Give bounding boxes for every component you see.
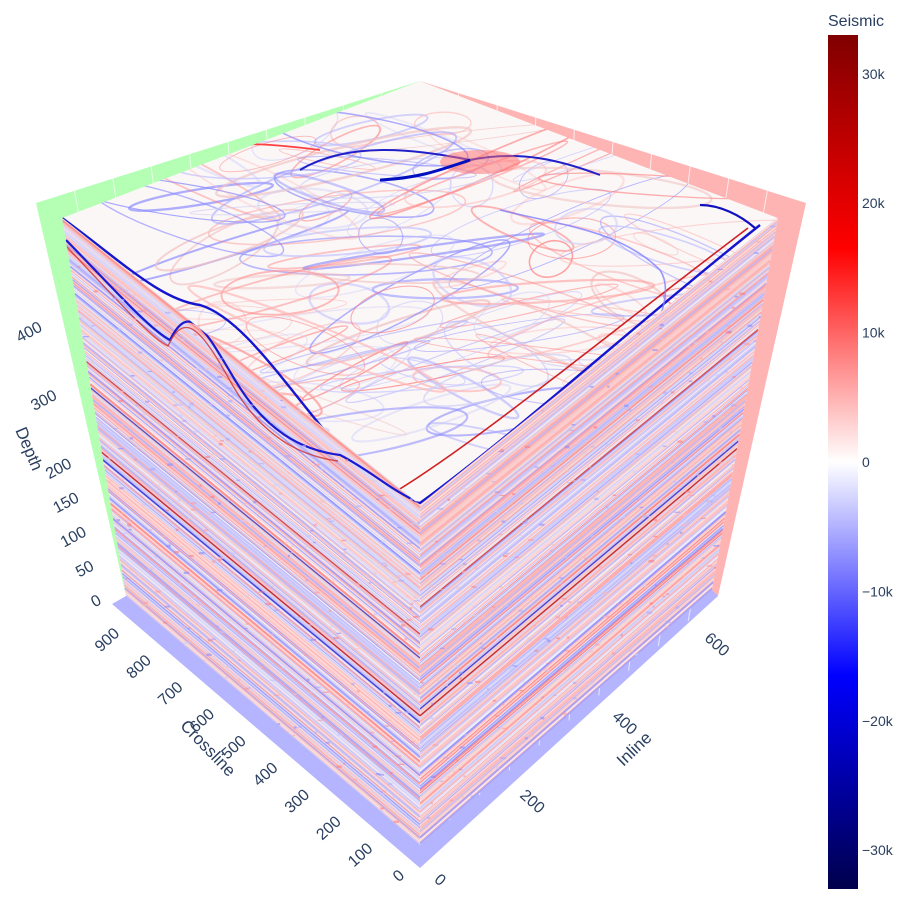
cube-face-right (420, 218, 778, 845)
depth-tick-label: 50 (73, 558, 97, 581)
colorbar-tick-label: −10k (862, 583, 894, 599)
depth-tick-label: 100 (58, 524, 90, 552)
colorbar-tick-label: 30k (862, 66, 886, 82)
colorbar: Seismic 30k 20k 10k 0 −10k −20k −30k (828, 13, 894, 889)
depth-tick-label: 300 (28, 387, 60, 415)
crossline-tick-label: 800 (124, 652, 155, 683)
inline-tick-label: 0 (431, 871, 449, 890)
colorbar-tick-label: 20k (862, 195, 886, 211)
crossline-tick-label: 300 (282, 786, 313, 817)
colorbar-tick-label: −20k (862, 713, 894, 729)
depth-tick-label: 200 (43, 455, 75, 483)
depth-tick-label: 0 (88, 592, 104, 611)
colorbar-title: Seismic (828, 13, 884, 30)
depth-axis-title: Depth (11, 424, 46, 473)
colorbar-tick-label: 10k (862, 325, 886, 341)
crossline-tick-label: 0 (390, 867, 408, 886)
inline-axis-title: Inline (613, 728, 655, 770)
crossline-tick-label: 100 (345, 840, 376, 871)
crossline-tick-label: 900 (92, 625, 123, 656)
depth-tick-label: 150 (50, 490, 82, 518)
inline-tick-label: 200 (516, 787, 547, 818)
cube-face-left (62, 218, 420, 845)
colorbar-tick-label: −30k (862, 842, 894, 858)
inline-tick-label: 600 (701, 630, 732, 661)
depth-tick-label: 400 (14, 319, 46, 347)
crossline-tick-label: 700 (155, 679, 186, 710)
colorbar-bar (828, 35, 858, 889)
crossline-tick-label: 400 (250, 759, 281, 790)
crossline-tick-label: 200 (313, 813, 344, 844)
colorbar-tick-label: 0 (862, 454, 870, 470)
